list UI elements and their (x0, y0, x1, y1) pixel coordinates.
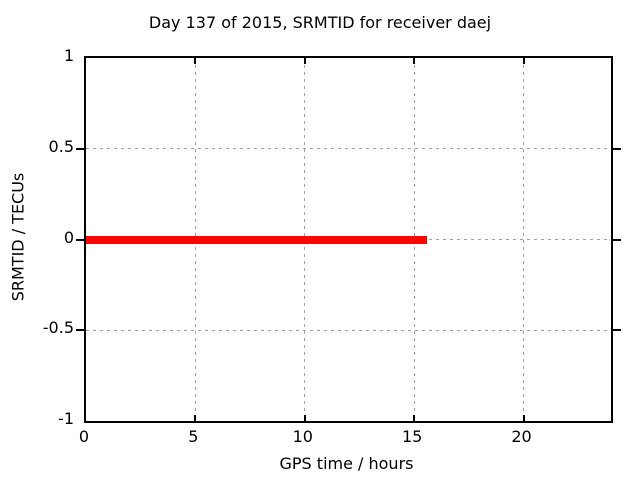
series-line-srmtid (86, 235, 428, 244)
y-tick-mark-right (613, 329, 621, 332)
y-tick-label: -0.5 (42, 318, 74, 338)
x-tick-mark-bottom (194, 415, 197, 421)
x-tick-mark-bottom (303, 415, 306, 421)
x-tick-label: 15 (401, 427, 423, 446)
plot-area (76, 56, 621, 423)
x-tick-label: 0 (78, 427, 90, 446)
x-tick-label: 20 (511, 427, 532, 446)
y-tick-mark-left (76, 147, 84, 150)
x-tick-mark-top (413, 58, 416, 64)
y-tick-mark-right (613, 238, 621, 241)
x-axis-label: GPS time / hours (279, 454, 414, 473)
y-tick-mark-left (76, 329, 84, 332)
y-tick-label: 0.5 (48, 136, 74, 156)
x-tick-label: 10 (292, 427, 313, 446)
x-tick-mark-top (522, 58, 525, 64)
y-gridline (86, 329, 611, 331)
x-tick-mark-top (303, 58, 306, 64)
y-tick-label: 0 (63, 227, 74, 247)
y-gridline (86, 148, 611, 150)
y-tick-label: -1 (58, 409, 74, 428)
x-tick-mark-bottom (413, 415, 416, 421)
y-tick-label: 1 (63, 46, 74, 65)
y-tick-mark-right (613, 147, 621, 150)
x-tick-mark-bottom (522, 415, 525, 421)
chart-title: Day 137 of 2015, SRMTID for receiver dae… (148, 13, 492, 32)
x-tick-mark-top (194, 58, 197, 64)
y-tick-mark-left (76, 238, 84, 241)
x-tick-label: 5 (188, 427, 199, 446)
